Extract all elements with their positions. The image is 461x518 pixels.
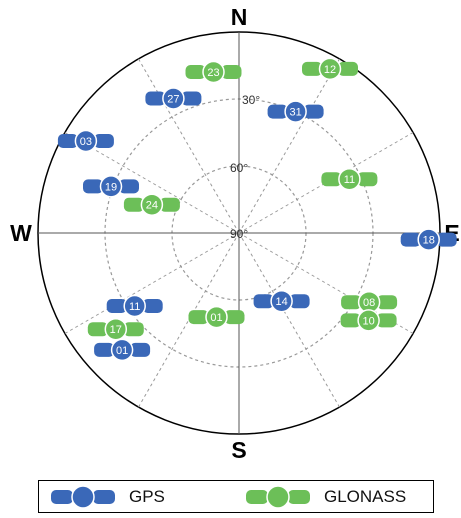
- solar-panel-right: [377, 295, 398, 310]
- solar-panel-right: [123, 322, 144, 337]
- legend-item-gps: GPS: [49, 485, 165, 509]
- solar-panel-right: [224, 310, 245, 325]
- solar-panel-right: [130, 342, 151, 357]
- solar-panel-left: [321, 172, 342, 187]
- direction-west: W: [10, 220, 32, 246]
- solar-panel-right: [357, 172, 378, 187]
- glonass-satellite-23: 23: [185, 60, 242, 84]
- solar-panel-right: [221, 65, 242, 79]
- glonass-satellite-24: 24: [123, 193, 180, 216]
- satellite-prn-label: 27: [167, 94, 179, 106]
- satellite-prn-label: 17: [110, 324, 122, 336]
- satellite-prn-label: 24: [146, 200, 158, 212]
- satellite-body: [104, 317, 128, 341]
- gps-satellite-01: 01: [94, 338, 151, 362]
- satellite-body: [205, 305, 228, 329]
- solar-panel-left: [94, 342, 115, 357]
- elevation-label-60: 60°: [230, 161, 248, 175]
- satellite-prn-label: 01: [210, 312, 222, 324]
- legend-label-glonass: GLONASS: [324, 487, 407, 506]
- solar-panel-right: [436, 232, 457, 247]
- satellite-body: [357, 309, 380, 332]
- satellite-prn-label: 08: [363, 297, 375, 309]
- solar-panel-left: [341, 295, 362, 310]
- gps-satellite-18: 18: [400, 228, 457, 251]
- azimuth-line-150: [238, 232, 340, 408]
- glonass-satellite-icon: [246, 485, 310, 509]
- legend-item-glonass: GLONASS: [244, 485, 406, 509]
- glonass-satellite-11: 11: [321, 167, 378, 191]
- solar-panel-right: [159, 197, 180, 212]
- solar-panel-left: [185, 65, 206, 79]
- glonass-satellite-01: 01: [188, 305, 245, 329]
- gps-satellite-11: 11: [106, 294, 163, 318]
- gps-satellite-14: 14: [253, 289, 310, 313]
- elevation-label-90: 90°: [230, 227, 248, 241]
- gps-satellite-19: 19: [83, 175, 139, 198]
- solar-panel-left: [87, 322, 108, 337]
- satellite-prn-label: 11: [344, 174, 355, 186]
- solar-panel-right: [142, 299, 163, 313]
- satellite-prn-label: 10: [362, 315, 374, 327]
- satellite-body: [417, 228, 440, 251]
- gps-satellite-icon: [51, 485, 115, 509]
- azimuth-line-30: [238, 58, 340, 234]
- satellite-body: [162, 87, 185, 110]
- satellite-prn-label: 01: [116, 345, 128, 357]
- solar-panel-left: [188, 310, 209, 325]
- satellite-body: [284, 100, 307, 123]
- satellite-prn-label: 12: [324, 64, 336, 76]
- satellite-body: [202, 60, 225, 84]
- solar-panel-left: [267, 104, 288, 119]
- legend: GPS GLONASS: [38, 480, 434, 513]
- satellite-prn-label: 11: [129, 301, 140, 313]
- satellite-prn-label: 31: [289, 107, 301, 119]
- gps-satellite-03: 03: [57, 129, 114, 153]
- satellite-body: [140, 193, 164, 216]
- solar-panel-right: [303, 104, 324, 119]
- solar-panel-left: [302, 61, 322, 76]
- satellite-body: [270, 289, 293, 313]
- solar-panel-left: [145, 91, 166, 106]
- satellite-body: [110, 338, 134, 362]
- sky-plot: N S E W 30° 60° 90° 23122731031119241814…: [10, 4, 460, 463]
- satellite-layer: 23 12 27 31 03 11 19 24 18 14 08 10 11 01 17 01: [57, 57, 457, 362]
- solar-panel-left: [400, 232, 421, 247]
- satellite-body: [74, 129, 98, 153]
- satellite-prn-label: 18: [423, 235, 435, 247]
- solar-panel-right: [119, 179, 139, 194]
- satellite-body: [99, 175, 123, 198]
- satellite-prn-label: 23: [207, 67, 219, 79]
- satellite-body: [318, 57, 342, 81]
- satellite-prn-label: 03: [80, 136, 92, 148]
- solar-panel-left: [340, 313, 361, 328]
- satellite-prn-label: 14: [275, 296, 287, 308]
- gps-satellite-31: 31: [267, 100, 324, 123]
- solar-panel-left: [253, 294, 274, 309]
- solar-panel-left: [83, 179, 103, 194]
- solar-panel-right: [376, 313, 397, 328]
- solar-panel-right: [338, 61, 358, 76]
- direction-south: S: [231, 437, 246, 463]
- satellite-body: [123, 294, 146, 318]
- elevation-label-30: 30°: [242, 93, 260, 107]
- legend-label-gps: GPS: [129, 487, 165, 506]
- satellite-prn-label: 19: [105, 181, 117, 193]
- solar-panel-right: [93, 134, 114, 148]
- direction-north: N: [231, 4, 248, 30]
- solar-panel-left: [123, 197, 144, 212]
- glonass-satellite-12: 12: [302, 57, 358, 81]
- solar-panel-right: [181, 91, 202, 106]
- satellite-body: [338, 167, 361, 191]
- glonass-satellite-10: 10: [340, 309, 397, 332]
- glonass-satellite-17: 17: [87, 317, 144, 341]
- solar-panel-left: [106, 299, 127, 313]
- gps-satellite-27: 27: [145, 87, 202, 110]
- solar-panel-left: [57, 134, 78, 148]
- solar-panel-right: [289, 294, 310, 309]
